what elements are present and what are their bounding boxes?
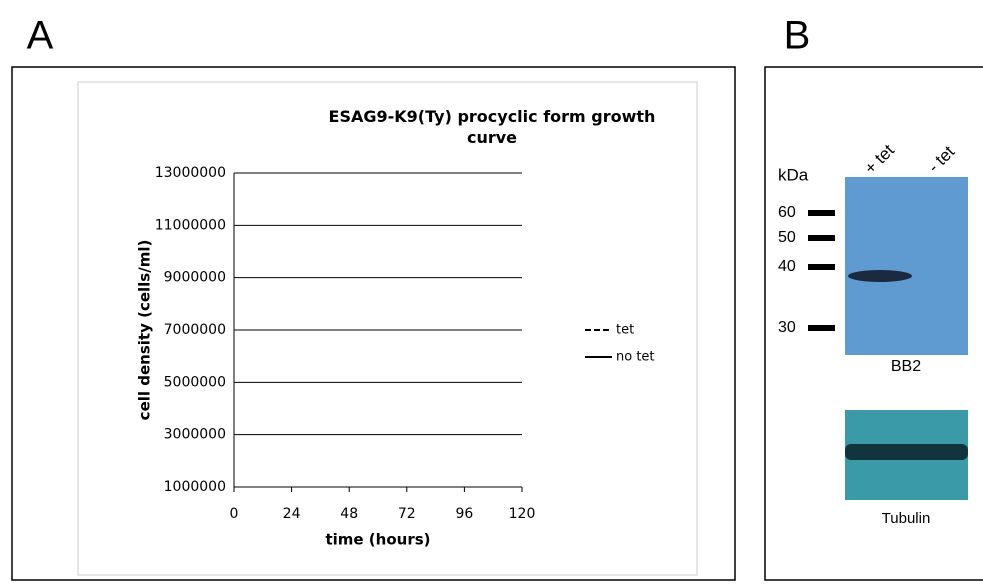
figure-svg: A B 1000000 3000000 5000000 7000000 9000000 1… bbox=[0, 0, 983, 585]
marker-bar bbox=[808, 235, 835, 241]
marker-label: 40 bbox=[778, 258, 796, 275]
y-tick-label: 1000000 bbox=[164, 479, 226, 495]
tubulin-band bbox=[845, 444, 968, 460]
x-tick-label: 0 bbox=[230, 506, 239, 522]
figure: A B 1000000 3000000 5000000 7000000 9000000 1… bbox=[0, 0, 983, 585]
y-tick-label: 11000000 bbox=[155, 217, 226, 233]
y-tick-label: 3000000 bbox=[164, 427, 226, 443]
y-axis-label: cell density (cells/ml) bbox=[136, 240, 154, 421]
x-tick-label: 120 bbox=[509, 506, 536, 522]
x-tick-label: 48 bbox=[340, 506, 358, 522]
panel-label: B bbox=[784, 14, 811, 58]
lane-label: - tet bbox=[924, 142, 958, 176]
x-tick-label: 24 bbox=[283, 506, 301, 522]
y-tick-label: 7000000 bbox=[164, 322, 226, 338]
unit-label: kDa bbox=[778, 165, 809, 184]
chart-title: ESAG9-K9(Ty) procyclic form growth curve bbox=[322, 106, 662, 148]
x-tick-label: 72 bbox=[398, 506, 416, 522]
blot-label: Tubulin bbox=[882, 510, 931, 527]
lane-label: + tet bbox=[861, 141, 898, 178]
blot-label: BB2 bbox=[891, 358, 921, 375]
marker-label: 50 bbox=[778, 229, 796, 246]
legend-label: tet bbox=[616, 323, 634, 338]
legend-label: no tet bbox=[616, 350, 655, 365]
marker-bar bbox=[808, 210, 835, 216]
x-axis-label: time (hours) bbox=[325, 531, 430, 549]
marker-label: 30 bbox=[778, 319, 796, 336]
y-tick-label: 9000000 bbox=[164, 270, 226, 286]
blot-band bbox=[848, 270, 912, 282]
x-tick-label: 96 bbox=[455, 506, 473, 522]
blot-bb2 bbox=[845, 177, 968, 355]
y-tick-label: 5000000 bbox=[164, 374, 226, 390]
panel-label: A bbox=[27, 14, 54, 58]
marker-label: 60 bbox=[778, 204, 796, 221]
marker-bar bbox=[808, 325, 835, 331]
marker-bar bbox=[808, 264, 835, 270]
y-tick-label: 13000000 bbox=[155, 165, 226, 181]
